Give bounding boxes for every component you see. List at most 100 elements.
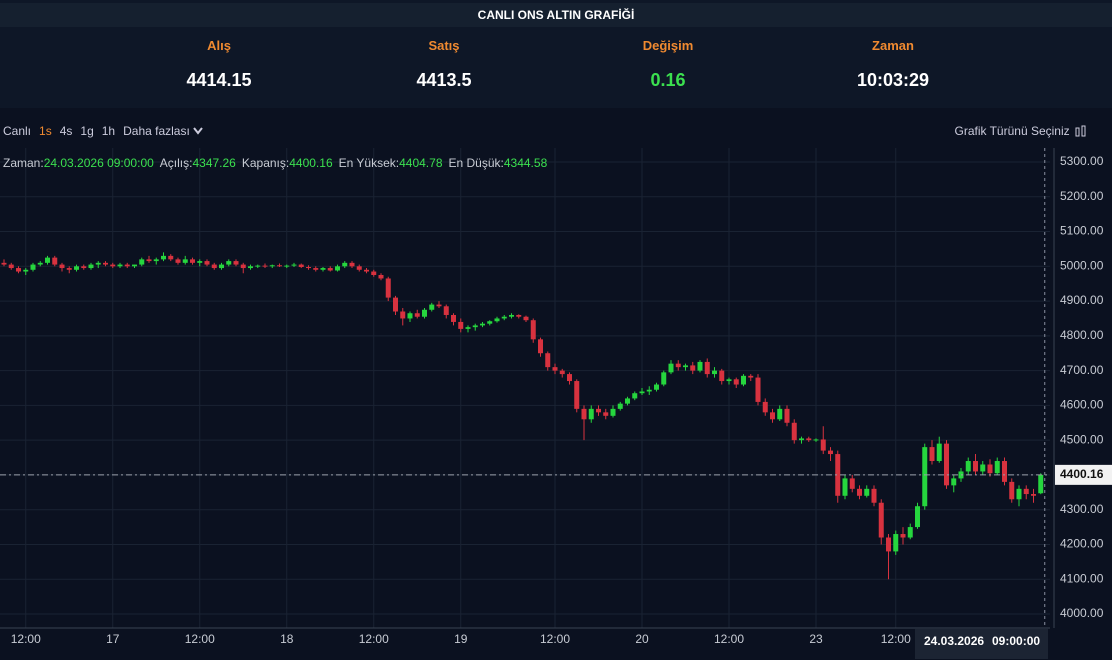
candle-body <box>762 401 768 413</box>
candle-body <box>182 259 188 263</box>
toolbar-item[interactable]: 1s <box>39 124 52 138</box>
candle-body <box>530 320 536 340</box>
candle-body <box>8 264 14 269</box>
candle-body <box>233 261 239 265</box>
candle-body <box>451 314 456 322</box>
candle-body <box>733 379 739 385</box>
candle-body <box>748 375 754 378</box>
candle-body <box>277 265 282 267</box>
candle-body <box>255 265 261 267</box>
y-tick-label: 4900.00 <box>1060 293 1104 307</box>
candle-body <box>675 363 681 368</box>
quote-value: 10:03:29 <box>856 70 930 90</box>
tooltip: Zaman:24.03.2026 09:00:00 Açılış:4347.26 K… <box>3 156 548 170</box>
plot-bg <box>0 148 1112 660</box>
tooltip-value: 24.03.2026 09:00:00 <box>44 156 154 170</box>
candle-body <box>516 314 522 317</box>
candle-body <box>509 314 514 317</box>
quote-value: 4413.5 <box>416 70 472 90</box>
candle-body <box>639 391 645 394</box>
candle-body <box>857 488 862 496</box>
candle-body <box>422 309 427 317</box>
candle-body <box>110 264 116 267</box>
candle-body <box>625 398 630 404</box>
toolbar: Canlı 1s 4s 1g 1h Daha fazlası <box>3 124 211 138</box>
toolbar-item[interactable]: Canlı <box>3 124 32 138</box>
candle-body <box>907 527 913 538</box>
candle-body <box>828 450 833 455</box>
crosshair-x-bg <box>915 629 1048 659</box>
candle-body <box>835 454 841 496</box>
x-tick-label: 20 <box>635 632 649 646</box>
y-tick-label: 4800.00 <box>1060 328 1104 342</box>
candle-body <box>356 266 362 270</box>
candle-body <box>146 259 152 262</box>
candle-body <box>567 374 572 382</box>
tooltip-label: En Düşük: <box>449 156 504 170</box>
candle-body <box>900 534 906 538</box>
candle-body <box>915 506 920 528</box>
candle-body <box>712 370 717 375</box>
candle-body <box>813 439 819 441</box>
chart-type-label[interactable]: Grafik Türünü Seçiniz <box>954 124 1070 138</box>
y-tick-label: 4100.00 <box>1060 571 1104 585</box>
candle-body <box>436 304 442 307</box>
y-tick-label: 4200.00 <box>1060 537 1104 551</box>
candle-body <box>16 268 21 272</box>
candle-icon <box>1075 125 1086 137</box>
x-tick-label: 23 <box>809 632 823 646</box>
candle-body <box>820 439 826 451</box>
candle-body <box>878 502 884 538</box>
candle-body <box>704 361 710 375</box>
quote-value: 4414.15 <box>186 70 252 90</box>
candle-body <box>581 408 587 420</box>
candle-body <box>922 447 928 507</box>
candle-body <box>936 443 942 462</box>
candle-body <box>661 372 667 385</box>
candle-body <box>81 266 87 269</box>
x-tick-label: 18 <box>280 632 294 646</box>
tooltip-value: 4400.16 <box>289 156 333 170</box>
quote: Değişim 0.16 <box>568 38 768 91</box>
candle-body <box>552 367 558 371</box>
chart-type-button[interactable]: Grafik Türünü Seçiniz <box>954 124 1087 139</box>
candle-body <box>791 422 797 441</box>
candle-body <box>248 266 253 269</box>
candle-body <box>951 478 957 486</box>
candle-body <box>320 268 326 270</box>
candle-body <box>980 464 986 472</box>
candle-body <box>371 271 377 275</box>
quote: Zaman 10:03:29 <box>793 38 993 91</box>
y-tick-label: 4600.00 <box>1060 398 1104 412</box>
quote-label: Zaman <box>872 38 914 53</box>
candle-body <box>574 381 580 409</box>
candle-body <box>1023 488 1029 495</box>
quote: Satış 4413.5 <box>344 38 544 91</box>
candle-body <box>683 365 688 368</box>
x-tick-label: 12:00 <box>540 632 570 646</box>
candle-body <box>132 264 137 267</box>
candle-body <box>494 318 500 322</box>
candle-body <box>153 259 159 262</box>
candle-body <box>871 488 877 503</box>
candle-body <box>596 408 601 413</box>
toolbar-item[interactable]: 1g <box>80 124 94 138</box>
tooltip-value: 4404.78 <box>399 156 443 170</box>
candle-body <box>168 255 174 260</box>
candle-body <box>849 478 855 489</box>
price-label-bg <box>1055 464 1112 485</box>
candle-body <box>719 370 725 382</box>
toolbar-item[interactable]: 1h <box>101 124 116 138</box>
candle-body <box>124 264 130 267</box>
candle-body <box>291 264 297 266</box>
candle-body <box>349 262 355 267</box>
candle-body <box>335 266 340 271</box>
candle-body <box>407 313 413 319</box>
toolbar-item[interactable]: 4s <box>59 124 73 138</box>
toolbar-item[interactable]: Daha fazlası <box>123 124 203 138</box>
candle-body <box>327 268 333 271</box>
x-tick-label: 12:00 <box>11 632 41 646</box>
candle-body <box>987 464 993 474</box>
x-tick-label: 17 <box>106 632 120 646</box>
y-tick-label: 5200.00 <box>1060 189 1104 203</box>
